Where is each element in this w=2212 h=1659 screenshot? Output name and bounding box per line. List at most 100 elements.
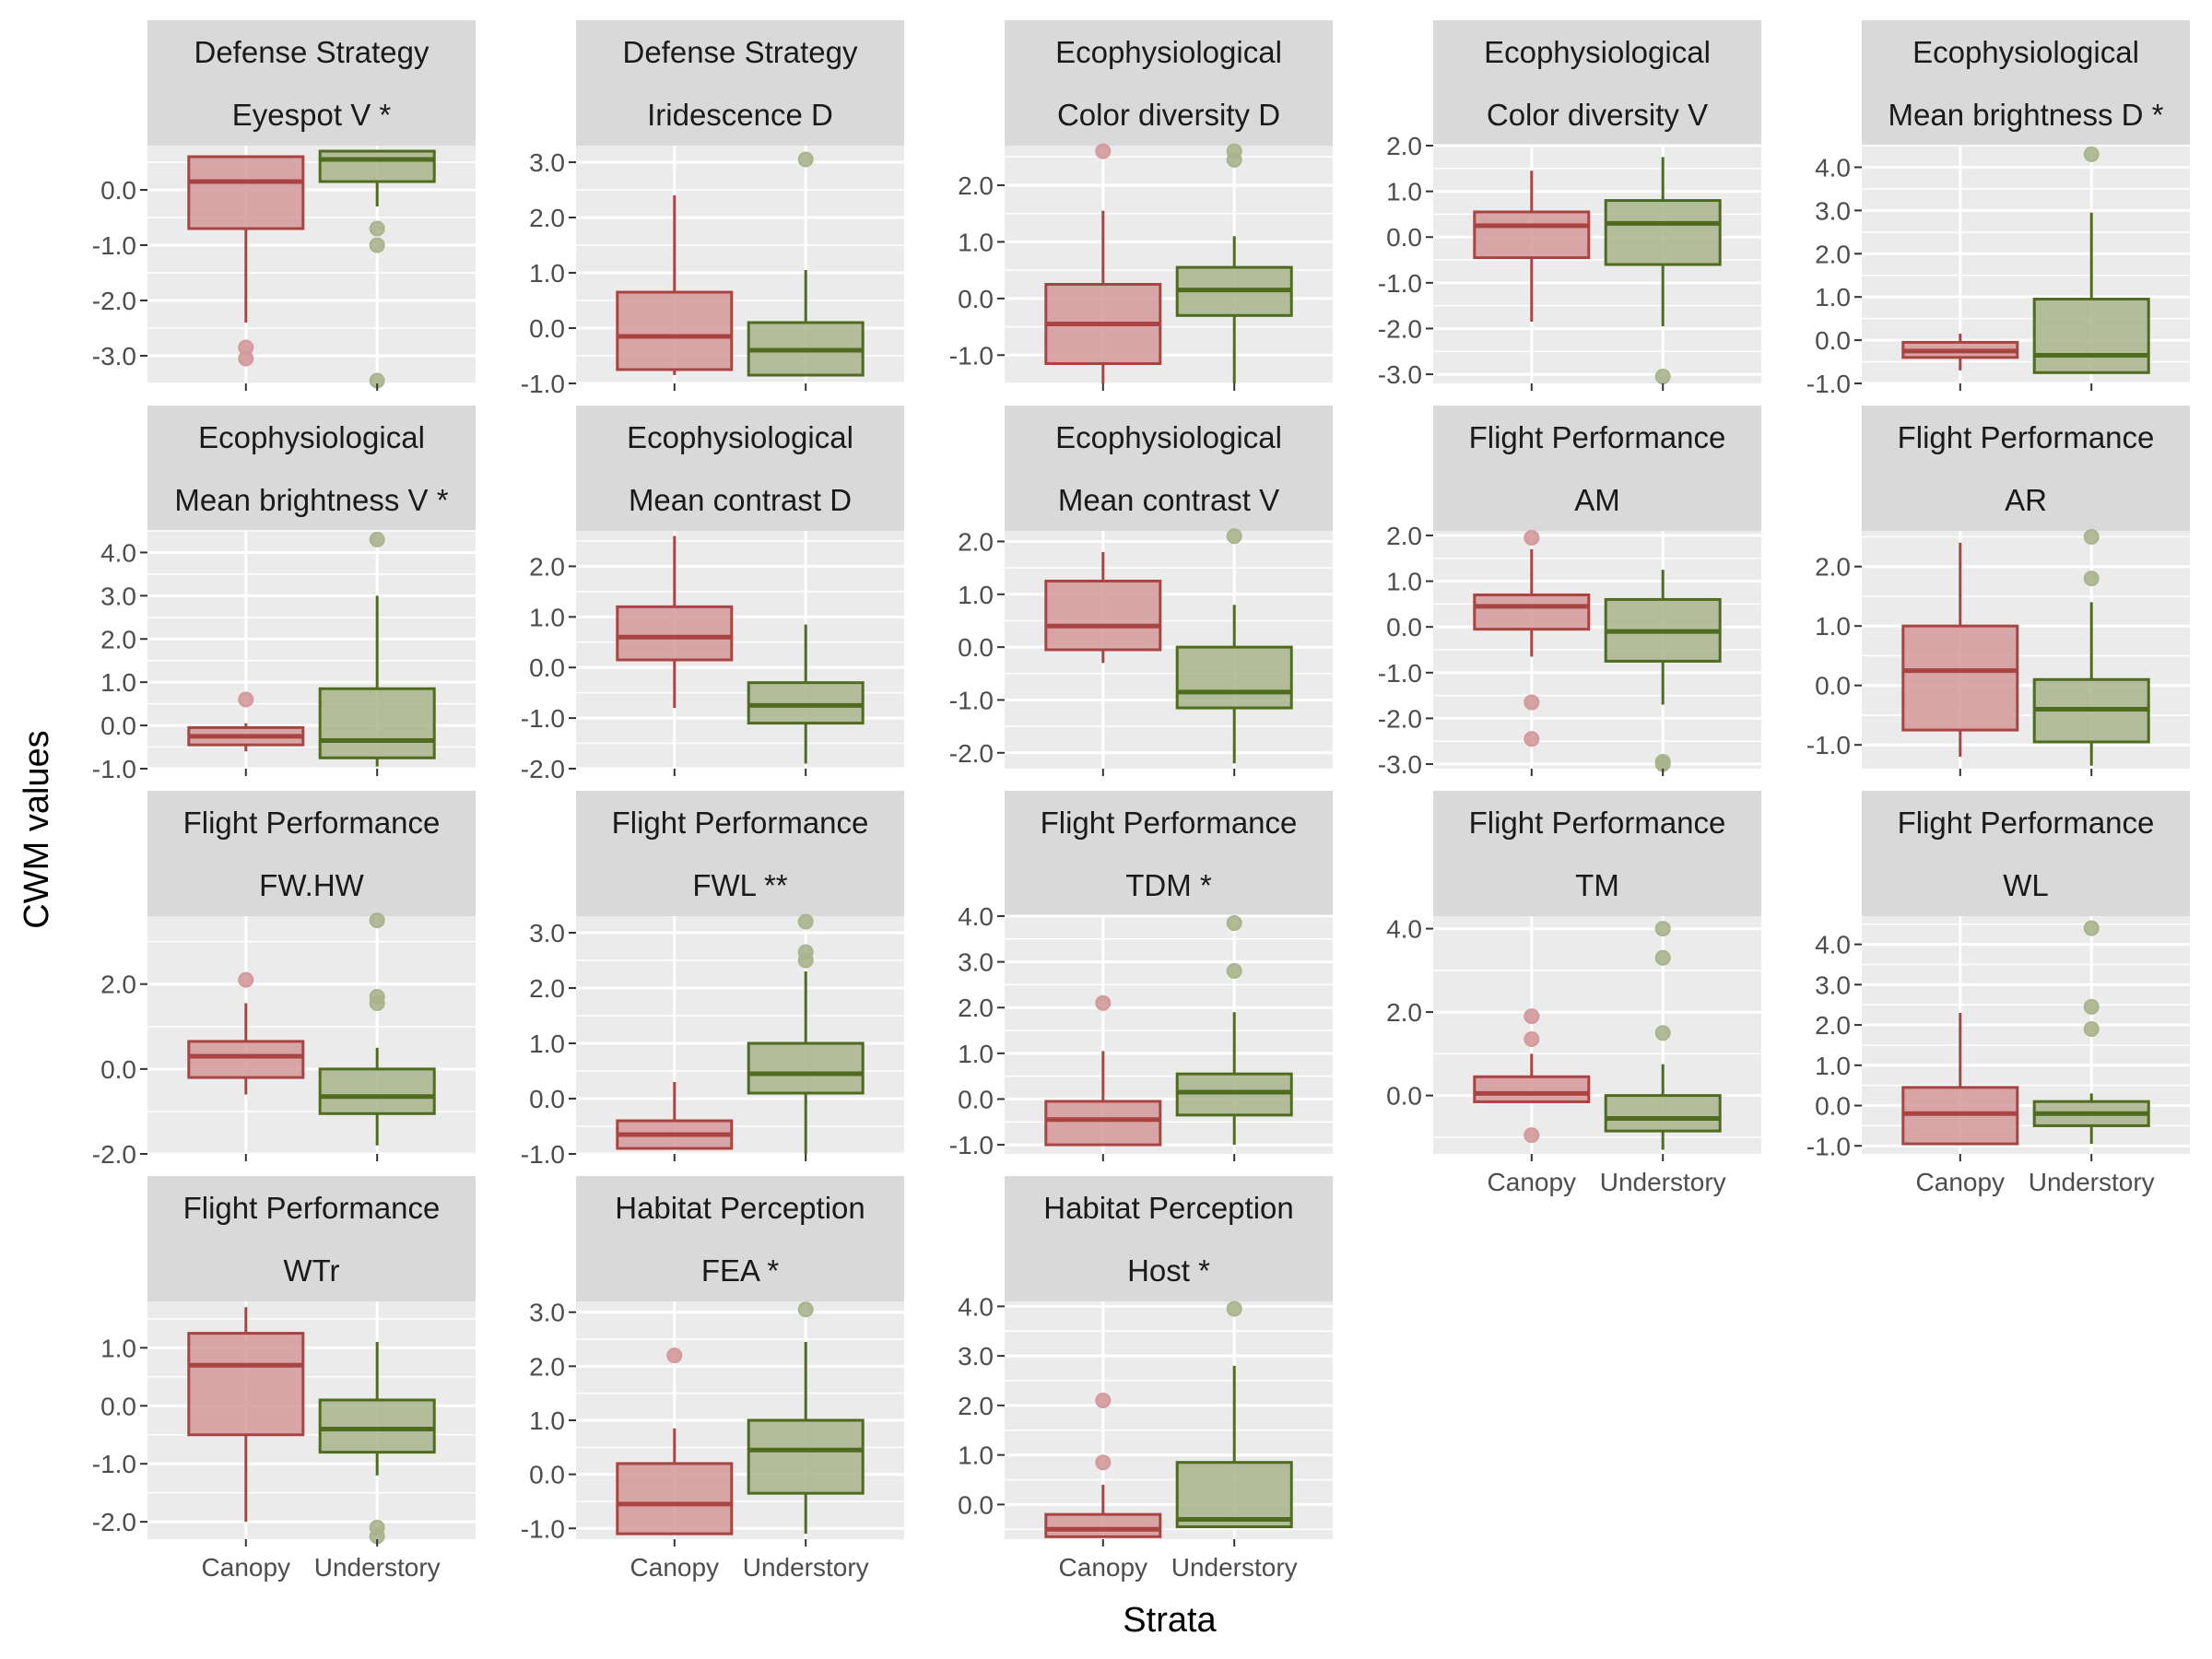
strip-background: [1862, 791, 2190, 916]
y-tick-label: 2.0: [529, 552, 565, 581]
y-tick-label: -1.0: [92, 231, 136, 260]
iqr-box: [1473, 210, 1591, 260]
facet-panel: Flight Performance FWL ** 3.0 2.0 1.0 0.0 -1.0: [521, 791, 904, 1169]
strip-group-label: Ecophysiological: [1912, 35, 2139, 69]
box-canopy: [187, 155, 305, 367]
y-tick-label: 0.0: [1815, 672, 1851, 700]
y-tick-label: 0.0: [958, 1490, 994, 1519]
outlier-point: [1654, 369, 1671, 385]
strip-trait-label: WL: [2003, 868, 2049, 902]
iqr-box: [747, 681, 865, 725]
strip-trait-label: TM: [1575, 868, 1619, 902]
y-tick-label: 4.0: [1386, 915, 1422, 944]
y-tick-label: 2.0: [100, 971, 136, 999]
outlier-point: [2083, 571, 2100, 587]
box-understory: [1175, 1300, 1293, 1529]
strip-group-label: Flight Performance: [1898, 420, 2155, 454]
y-tick-label: 0.0: [100, 176, 136, 205]
y-tick-label: -1.0: [521, 1514, 565, 1543]
plot-background: [576, 916, 904, 1154]
x-tick-label: Understory: [1171, 1553, 1298, 1582]
iqr-box: [1044, 1100, 1162, 1147]
facet-panel: Flight Performance WL 4.0 3.0 2.0 1.0 0.0 -1.0 C…: [1806, 791, 2190, 1196]
x-axis-title: Strata: [1123, 1601, 1217, 1640]
iqr-box: [1473, 593, 1591, 631]
box-canopy: [1473, 529, 1591, 747]
y-tick-label: 4.0: [100, 538, 136, 567]
strip-background: [1862, 406, 2190, 531]
strip-group-label: Defense Strategy: [623, 35, 858, 69]
strip-background: [576, 1176, 904, 1301]
y-tick-label: -2.0: [92, 1140, 136, 1169]
iqr-box: [1473, 1075, 1591, 1103]
y-tick-label: 3.0: [958, 1342, 994, 1371]
strip-trait-label: FEA *: [701, 1253, 780, 1288]
y-tick-label: 2.0: [1815, 240, 1851, 268]
outlier-point: [369, 220, 385, 237]
strip-trait-label: Eyespot V *: [232, 98, 392, 132]
y-tick-label: 0.0: [100, 1392, 136, 1420]
box-canopy: [187, 691, 305, 752]
box-canopy: [1901, 334, 2019, 371]
x-tick-label: Canopy: [1488, 1168, 1577, 1196]
outlier-point: [797, 913, 814, 930]
facet-panel: Flight Performance AR 2.0 1.0 0.0 -1.0: [1806, 406, 2190, 776]
y-tick-label: 3.0: [529, 919, 565, 947]
box-canopy: [1044, 551, 1162, 664]
y-tick-label: 0.0: [529, 653, 565, 682]
box-understory: [1175, 143, 1293, 383]
outlier-point: [369, 531, 385, 547]
strip-trait-label: Mean brightness D *: [1888, 98, 2164, 132]
box-canopy: [1473, 1008, 1591, 1144]
strip-group-label: Flight Performance: [1469, 806, 1726, 840]
y-tick-label: 2.0: [1815, 1011, 1851, 1040]
strip-group-label: Ecophysiological: [627, 420, 853, 454]
y-tick-label: 0.0: [529, 1085, 565, 1113]
iqr-box: [1604, 1094, 1722, 1133]
iqr-box: [187, 1040, 305, 1079]
iqr-box: [1604, 199, 1722, 266]
outlier-point: [1524, 1031, 1540, 1048]
facet-panel: Ecophysiological Color diversity V 2.0 1.0 0…: [1378, 20, 1761, 391]
strip-background: [1433, 406, 1761, 531]
outlier-point: [1226, 151, 1242, 168]
panels-layer: Defense Strategy Eyespot V * 0.0 -1.0 -2.0 -3…: [92, 20, 2190, 1582]
strip-group-label: Ecophysiological: [1055, 35, 1282, 69]
box-understory: [1604, 157, 1722, 385]
facet-panel: Ecophysiological Mean brightness V * 4.0 3.…: [92, 406, 476, 783]
box-canopy: [1044, 994, 1162, 1147]
iqr-box: [318, 149, 436, 183]
iqr-box: [2032, 298, 2150, 374]
y-tick-label: 1.0: [529, 259, 565, 288]
strip-background: [1005, 1176, 1333, 1301]
y-tick-label: 2.0: [958, 994, 994, 1022]
y-tick-label: -1.0: [1806, 731, 1851, 759]
strip-trait-label: TDM *: [1125, 868, 1212, 902]
y-tick-label: 0.0: [958, 1085, 994, 1113]
x-tick-label: Canopy: [1916, 1168, 2006, 1196]
strip-background: [147, 791, 476, 916]
y-tick-label: 1.0: [100, 1334, 136, 1362]
facet-panel: Flight Performance FW.HW 2.0 0.0 -2.0: [92, 791, 476, 1169]
y-tick-label: 1.0: [529, 1030, 565, 1058]
y-tick-label: 2.0: [100, 625, 136, 653]
facet-panel: Flight Performance TDM * 4.0 3.0 2.0 1.0 0.0 -1…: [949, 791, 1333, 1161]
strip-trait-label: WTr: [283, 1253, 339, 1288]
outlier-point: [238, 971, 254, 988]
outlier-point: [1524, 731, 1540, 747]
box-canopy: [1901, 1012, 2019, 1146]
outlier-point: [369, 237, 385, 253]
iqr-box: [318, 1067, 436, 1115]
outlier-point: [1226, 528, 1242, 545]
y-tick-label: 0.0: [100, 1055, 136, 1084]
strip-group-label: Flight Performance: [1898, 806, 2155, 840]
x-tick-label: Canopy: [630, 1553, 720, 1582]
y-tick-label: -3.0: [92, 342, 136, 371]
y-tick-label: -3.0: [1378, 750, 1422, 779]
iqr-box: [1901, 624, 2019, 732]
y-tick-label: -1.0: [1378, 269, 1422, 298]
facet-panel: Flight Performance WTr 1.0 0.0 -1.0 -2.0 Canop…: [92, 1176, 476, 1582]
y-tick-label: -2.0: [92, 1508, 136, 1536]
strip-group-label: Flight Performance: [1041, 806, 1298, 840]
